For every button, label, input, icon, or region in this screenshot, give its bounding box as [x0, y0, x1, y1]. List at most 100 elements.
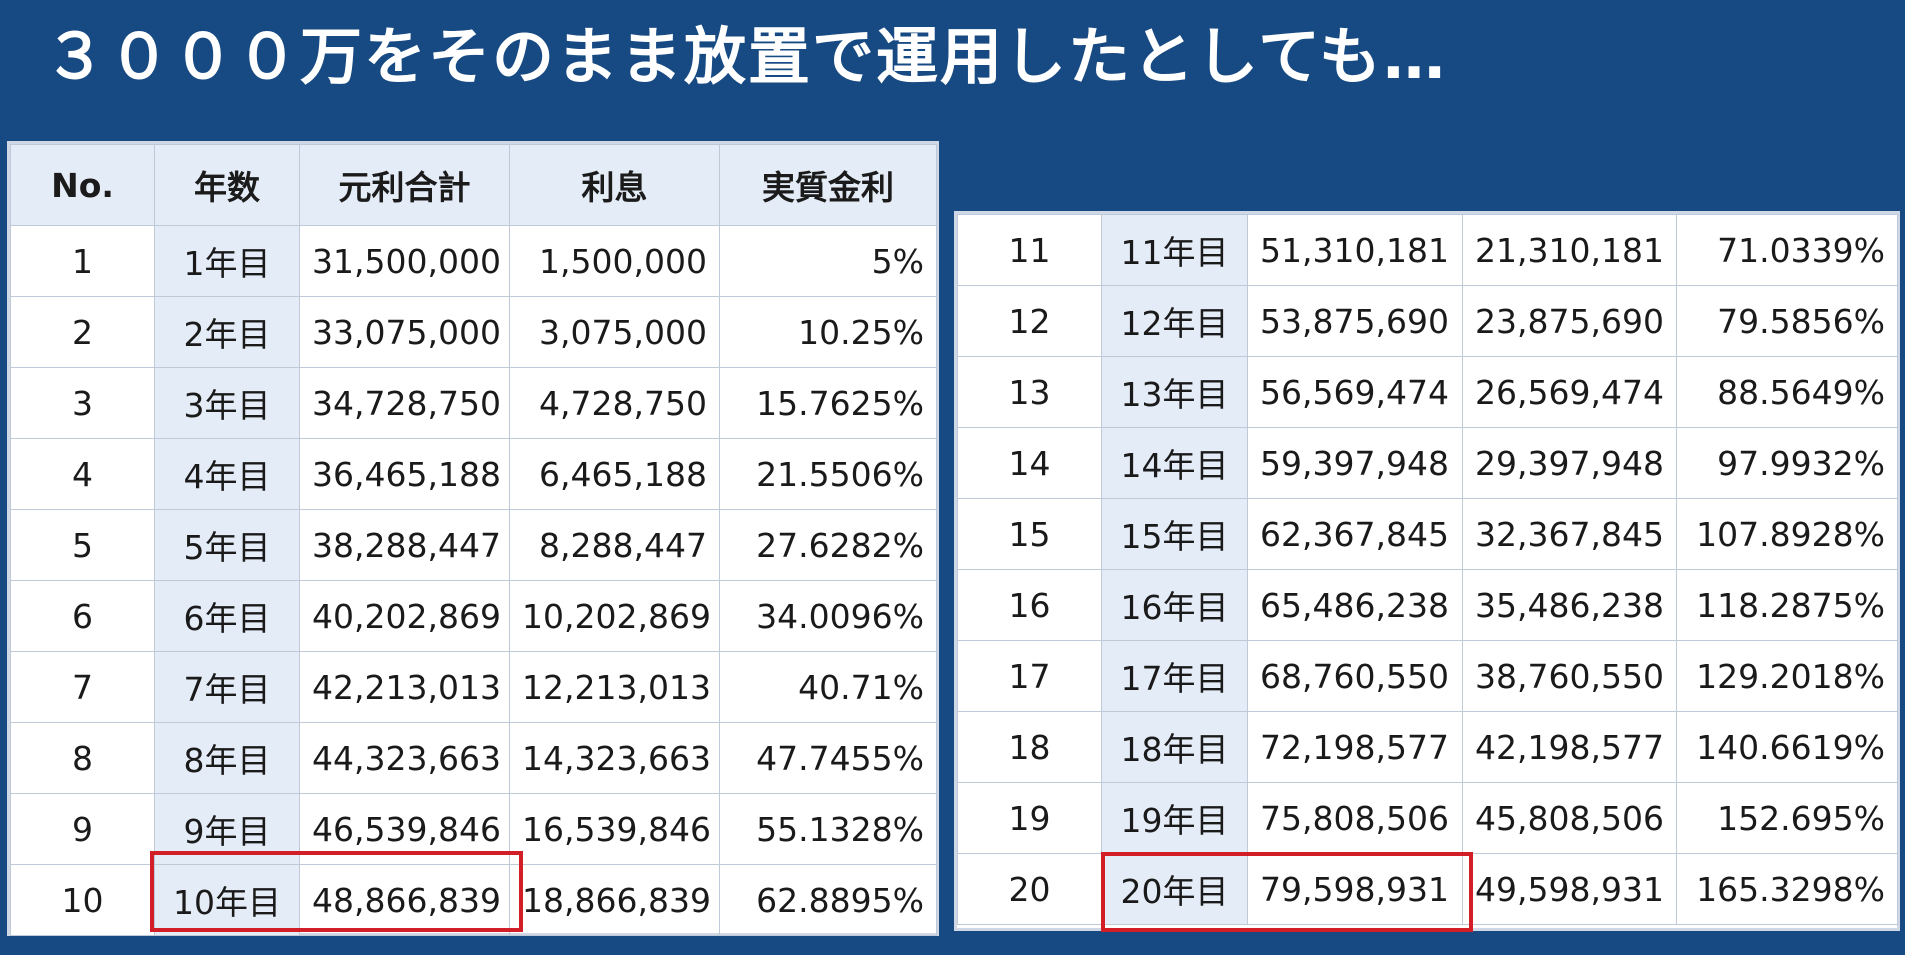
cell-year: 6年目 — [154, 580, 300, 652]
cell-interest: 6,465,188 — [509, 438, 720, 510]
right-table: 11 11年目 51,310,181 21,310,181 71.0339% 12 12年目… — [957, 214, 1898, 925]
cell-interest: 23,875,690 — [1462, 285, 1677, 357]
cell-rate: 165.3298% — [1676, 853, 1898, 925]
table-row: 17 17年目 68,760,550 38,760,550 129.2018% — [957, 640, 1898, 712]
table-row: 8 8年目 44,323,663 14,323,663 47.7455% — [10, 722, 937, 794]
header-year: 年数 — [154, 144, 300, 226]
cell-total: 44,323,663 — [299, 722, 510, 794]
cell-year: 4年目 — [154, 438, 300, 510]
table-row: 15 15年目 62,367,845 32,367,845 107.8928% — [957, 498, 1898, 570]
table-row: 3 3年目 34,728,750 4,728,750 15.7625% — [10, 367, 937, 439]
cell-total: 75,808,506 — [1247, 782, 1463, 854]
cell-rate: 88.5649% — [1676, 356, 1898, 428]
cell-rate: 152.695% — [1676, 782, 1898, 854]
cell-interest: 29,397,948 — [1462, 427, 1677, 499]
cell-no: 6 — [10, 580, 155, 652]
table-row: 14 14年目 59,397,948 29,397,948 97.9932% — [957, 427, 1898, 499]
cell-interest: 26,569,474 — [1462, 356, 1677, 428]
cell-no: 8 — [10, 722, 155, 794]
cell-interest: 14,323,663 — [509, 722, 720, 794]
cell-no: 7 — [10, 651, 155, 723]
cell-rate: 27.6282% — [719, 509, 937, 581]
cell-total: 59,397,948 — [1247, 427, 1463, 499]
cell-no: 1 — [10, 225, 155, 297]
cell-no: 14 — [957, 427, 1102, 499]
cell-total: 65,486,238 — [1247, 569, 1463, 641]
cell-year: 3年目 — [154, 367, 300, 439]
right-table-container: 11 11年目 51,310,181 21,310,181 71.0339% 12 12年目… — [954, 211, 1900, 931]
table-row: 1 1年目 31,500,000 1,500,000 5% — [10, 225, 937, 297]
cell-rate: 55.1328% — [719, 793, 937, 865]
cell-rate: 5% — [719, 225, 937, 297]
cell-no: 18 — [957, 711, 1102, 783]
cell-no: 9 — [10, 793, 155, 865]
cell-year: 19年目 — [1101, 782, 1248, 854]
cell-total: 42,213,013 — [299, 651, 510, 723]
cell-interest: 45,808,506 — [1462, 782, 1677, 854]
cell-no: 5 — [10, 509, 155, 581]
table-row: 9 9年目 46,539,846 16,539,846 55.1328% — [10, 793, 937, 865]
cell-no: 4 — [10, 438, 155, 510]
cell-rate: 140.6619% — [1676, 711, 1898, 783]
cell-rate: 21.5506% — [719, 438, 937, 510]
cell-year: 18年目 — [1101, 711, 1248, 783]
cell-total: 51,310,181 — [1247, 214, 1463, 286]
table-row: 5 5年目 38,288,447 8,288,447 27.6282% — [10, 509, 937, 581]
cell-rate: 79.5856% — [1676, 285, 1898, 357]
table-header-row: No. 年数 元利合計 利息 実質金利 — [10, 144, 937, 226]
cell-year: 17年目 — [1101, 640, 1248, 712]
table-row: 12 12年目 53,875,690 23,875,690 79.5856% — [957, 285, 1898, 357]
cell-no: 2 — [10, 296, 155, 368]
cell-no: 13 — [957, 356, 1102, 428]
cell-interest: 32,367,845 — [1462, 498, 1677, 570]
cell-rate: 118.2875% — [1676, 569, 1898, 641]
cell-year: 14年目 — [1101, 427, 1248, 499]
cell-total: 33,075,000 — [299, 296, 510, 368]
cell-year: 10年目 — [154, 864, 300, 936]
header-interest: 利息 — [509, 144, 720, 226]
cell-no: 11 — [957, 214, 1102, 286]
cell-interest: 18,866,839 — [509, 864, 720, 936]
table-row: 19 19年目 75,808,506 45,808,506 152.695% — [957, 782, 1898, 854]
cell-interest: 8,288,447 — [509, 509, 720, 581]
cell-interest: 38,760,550 — [1462, 640, 1677, 712]
cell-no: 19 — [957, 782, 1102, 854]
cell-rate: 40.71% — [719, 651, 937, 723]
cell-rate: 97.9932% — [1676, 427, 1898, 499]
table-row: 2 2年目 33,075,000 3,075,000 10.25% — [10, 296, 937, 368]
header-rate: 実質金利 — [719, 144, 937, 226]
cell-total: 40,202,869 — [299, 580, 510, 652]
table-row: 7 7年目 42,213,013 12,213,013 40.71% — [10, 651, 937, 723]
cell-no: 16 — [957, 569, 1102, 641]
cell-year: 20年目 — [1101, 853, 1248, 925]
cell-year: 13年目 — [1101, 356, 1248, 428]
cell-year: 1年目 — [154, 225, 300, 297]
table-row: 10 10年目 48,866,839 18,866,839 62.8895% — [10, 864, 937, 936]
cell-year: 11年目 — [1101, 214, 1248, 286]
table-row: 6 6年目 40,202,869 10,202,869 34.0096% — [10, 580, 937, 652]
cell-interest: 49,598,931 — [1462, 853, 1677, 925]
cell-year: 5年目 — [154, 509, 300, 581]
cell-total: 34,728,750 — [299, 367, 510, 439]
cell-no: 12 — [957, 285, 1102, 357]
cell-total: 46,539,846 — [299, 793, 510, 865]
table-row: 20 20年目 79,598,931 49,598,931 165.3298% — [957, 853, 1898, 925]
table-row: 16 16年目 65,486,238 35,486,238 118.2875% — [957, 569, 1898, 641]
left-table-body: 1 1年目 31,500,000 1,500,000 5% 2 2年目 33,075,000 3… — [10, 225, 937, 936]
cell-interest: 3,075,000 — [509, 296, 720, 368]
header-total: 元利合計 — [299, 144, 510, 226]
cell-year: 9年目 — [154, 793, 300, 865]
cell-rate: 10.25% — [719, 296, 937, 368]
table-row: 4 4年目 36,465,188 6,465,188 21.5506% — [10, 438, 937, 510]
cell-interest: 4,728,750 — [509, 367, 720, 439]
cell-year: 8年目 — [154, 722, 300, 794]
cell-total: 62,367,845 — [1247, 498, 1463, 570]
left-table-container: No. 年数 元利合計 利息 実質金利 1 1年目 31,500,000 1,500,… — [7, 141, 939, 936]
cell-total: 68,760,550 — [1247, 640, 1463, 712]
cell-rate: 15.7625% — [719, 367, 937, 439]
page-title: ３０００万をそのまま放置で運用したとしても… — [44, 20, 1448, 93]
cell-no: 3 — [10, 367, 155, 439]
cell-total: 48,866,839 — [299, 864, 510, 936]
cell-rate: 107.8928% — [1676, 498, 1898, 570]
right-table-body: 11 11年目 51,310,181 21,310,181 71.0339% 12 12年目… — [957, 214, 1898, 925]
